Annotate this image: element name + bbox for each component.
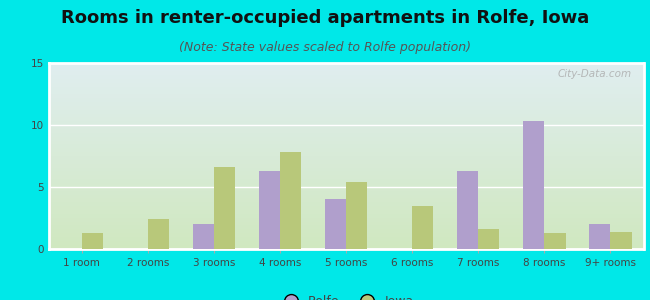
Text: (Note: State values scaled to Rolfe population): (Note: State values scaled to Rolfe popu… [179, 40, 471, 53]
Bar [214, 167, 235, 249]
Text: Rooms in renter-occupied apartments in Rolfe, Iowa: Rooms in renter-occupied apartments in R… [61, 9, 589, 27]
Legend: Rolfe, Iowa: Rolfe, Iowa [273, 290, 419, 300]
Bar [325, 200, 346, 249]
Bar [457, 171, 478, 249]
Bar [346, 182, 367, 249]
Bar [280, 152, 301, 249]
Bar [523, 121, 544, 249]
Bar [412, 206, 434, 249]
Bar [545, 233, 566, 249]
Text: City-Data.com: City-Data.com [558, 69, 632, 79]
Bar [82, 233, 103, 249]
Bar [148, 219, 169, 249]
Bar [259, 171, 280, 249]
Bar [478, 229, 499, 249]
Bar [610, 232, 632, 249]
Bar [590, 224, 610, 249]
Bar [193, 224, 214, 249]
